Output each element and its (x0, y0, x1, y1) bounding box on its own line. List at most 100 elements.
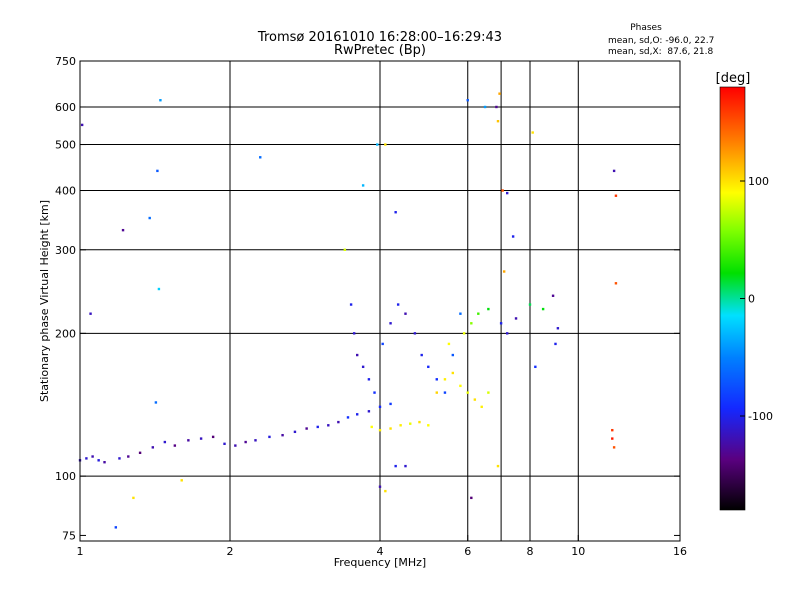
colorbar-tick-label: -100 (748, 410, 773, 423)
data-point (483, 105, 487, 109)
data-point (343, 248, 347, 251)
data-point (451, 371, 455, 375)
data-point (499, 322, 503, 325)
data-point (378, 405, 382, 409)
data-point (459, 312, 462, 315)
data-point (551, 294, 555, 297)
data-point (470, 322, 473, 325)
data-point (367, 378, 371, 381)
data-point (173, 444, 177, 447)
data-point (495, 105, 498, 109)
y-tick-label: 750 (55, 55, 76, 68)
colorbar-label: [deg] (716, 71, 751, 86)
data-point (389, 427, 392, 430)
data-point (473, 398, 477, 401)
data-point (396, 303, 400, 306)
data-point (612, 446, 616, 449)
data-point (451, 353, 455, 357)
data-point (541, 307, 545, 311)
data-point (156, 169, 159, 173)
data-point (293, 430, 297, 434)
data-point (121, 228, 125, 232)
data-point (435, 391, 438, 394)
data-point (305, 427, 308, 430)
data-point (531, 131, 534, 134)
data-point (554, 342, 557, 346)
data-point (118, 457, 121, 460)
data-point (612, 169, 616, 173)
data-point (349, 303, 353, 306)
data-point (211, 435, 215, 439)
data-point (346, 416, 350, 419)
data-point (151, 446, 155, 449)
colorbar-tick-label: 100 (748, 175, 769, 188)
data-point (427, 424, 430, 427)
data-point (420, 353, 423, 357)
data-point (614, 282, 618, 285)
data-point (132, 496, 135, 500)
data-point (361, 365, 365, 369)
data-point (404, 464, 407, 468)
data-point (443, 378, 447, 381)
data-point (327, 424, 330, 427)
data-point (435, 378, 438, 381)
data-point (91, 455, 94, 458)
stats-heading: Phases (630, 23, 662, 33)
data-point (418, 420, 421, 424)
data-point (477, 312, 480, 315)
colorbar-tick-label: 0 (748, 293, 755, 306)
data-point (447, 342, 451, 346)
plot-frame (79, 60, 681, 542)
data-point (511, 235, 515, 238)
data-point (466, 391, 469, 394)
data-point (466, 99, 469, 102)
data-point (459, 384, 462, 388)
data-point (443, 391, 447, 394)
data-point (80, 123, 84, 127)
data-point (480, 405, 483, 409)
data-point (97, 459, 100, 462)
data-point (394, 211, 397, 214)
y-tick-label: 100 (55, 470, 76, 483)
data-point (394, 464, 397, 468)
y-tick-label: 600 (55, 101, 76, 114)
data-point (611, 437, 614, 440)
data-point (514, 317, 518, 320)
axis-ticks: 1 2 4 6 8 10 16 75 100 200 300 400 500 600 750 (55, 55, 687, 558)
data-point (281, 433, 284, 437)
gridlines (80, 61, 680, 541)
data-point (361, 184, 365, 187)
data-point (404, 312, 407, 315)
stats-line-o: mean, sd,O: -96.0, 22.7 (608, 36, 714, 46)
y-tick-label: 200 (55, 327, 76, 340)
data-point (337, 420, 340, 424)
data-point (159, 99, 162, 102)
data-point (157, 287, 161, 291)
data-point (367, 410, 371, 413)
data-point (187, 439, 190, 442)
x-tick-label: 16 (673, 545, 687, 558)
data-point (389, 322, 392, 325)
data-point (496, 464, 500, 468)
data-point (614, 194, 618, 197)
data-point (462, 332, 466, 335)
x-axis-label: Frequency [MHz] (334, 556, 426, 569)
data-point (85, 457, 88, 460)
data-point (498, 92, 501, 95)
data-points (78, 92, 618, 529)
x-tick-label: 2 (227, 545, 234, 558)
data-point (384, 143, 387, 146)
data-point (127, 455, 130, 458)
data-point (378, 485, 382, 488)
data-point (381, 342, 384, 346)
data-point (389, 402, 392, 406)
data-point (384, 489, 387, 493)
x-tick-label: 8 (527, 545, 534, 558)
data-point (352, 332, 356, 335)
data-point (370, 425, 373, 429)
data-point (234, 444, 237, 447)
data-point (103, 461, 106, 464)
data-point (114, 526, 118, 529)
data-point (244, 440, 247, 444)
